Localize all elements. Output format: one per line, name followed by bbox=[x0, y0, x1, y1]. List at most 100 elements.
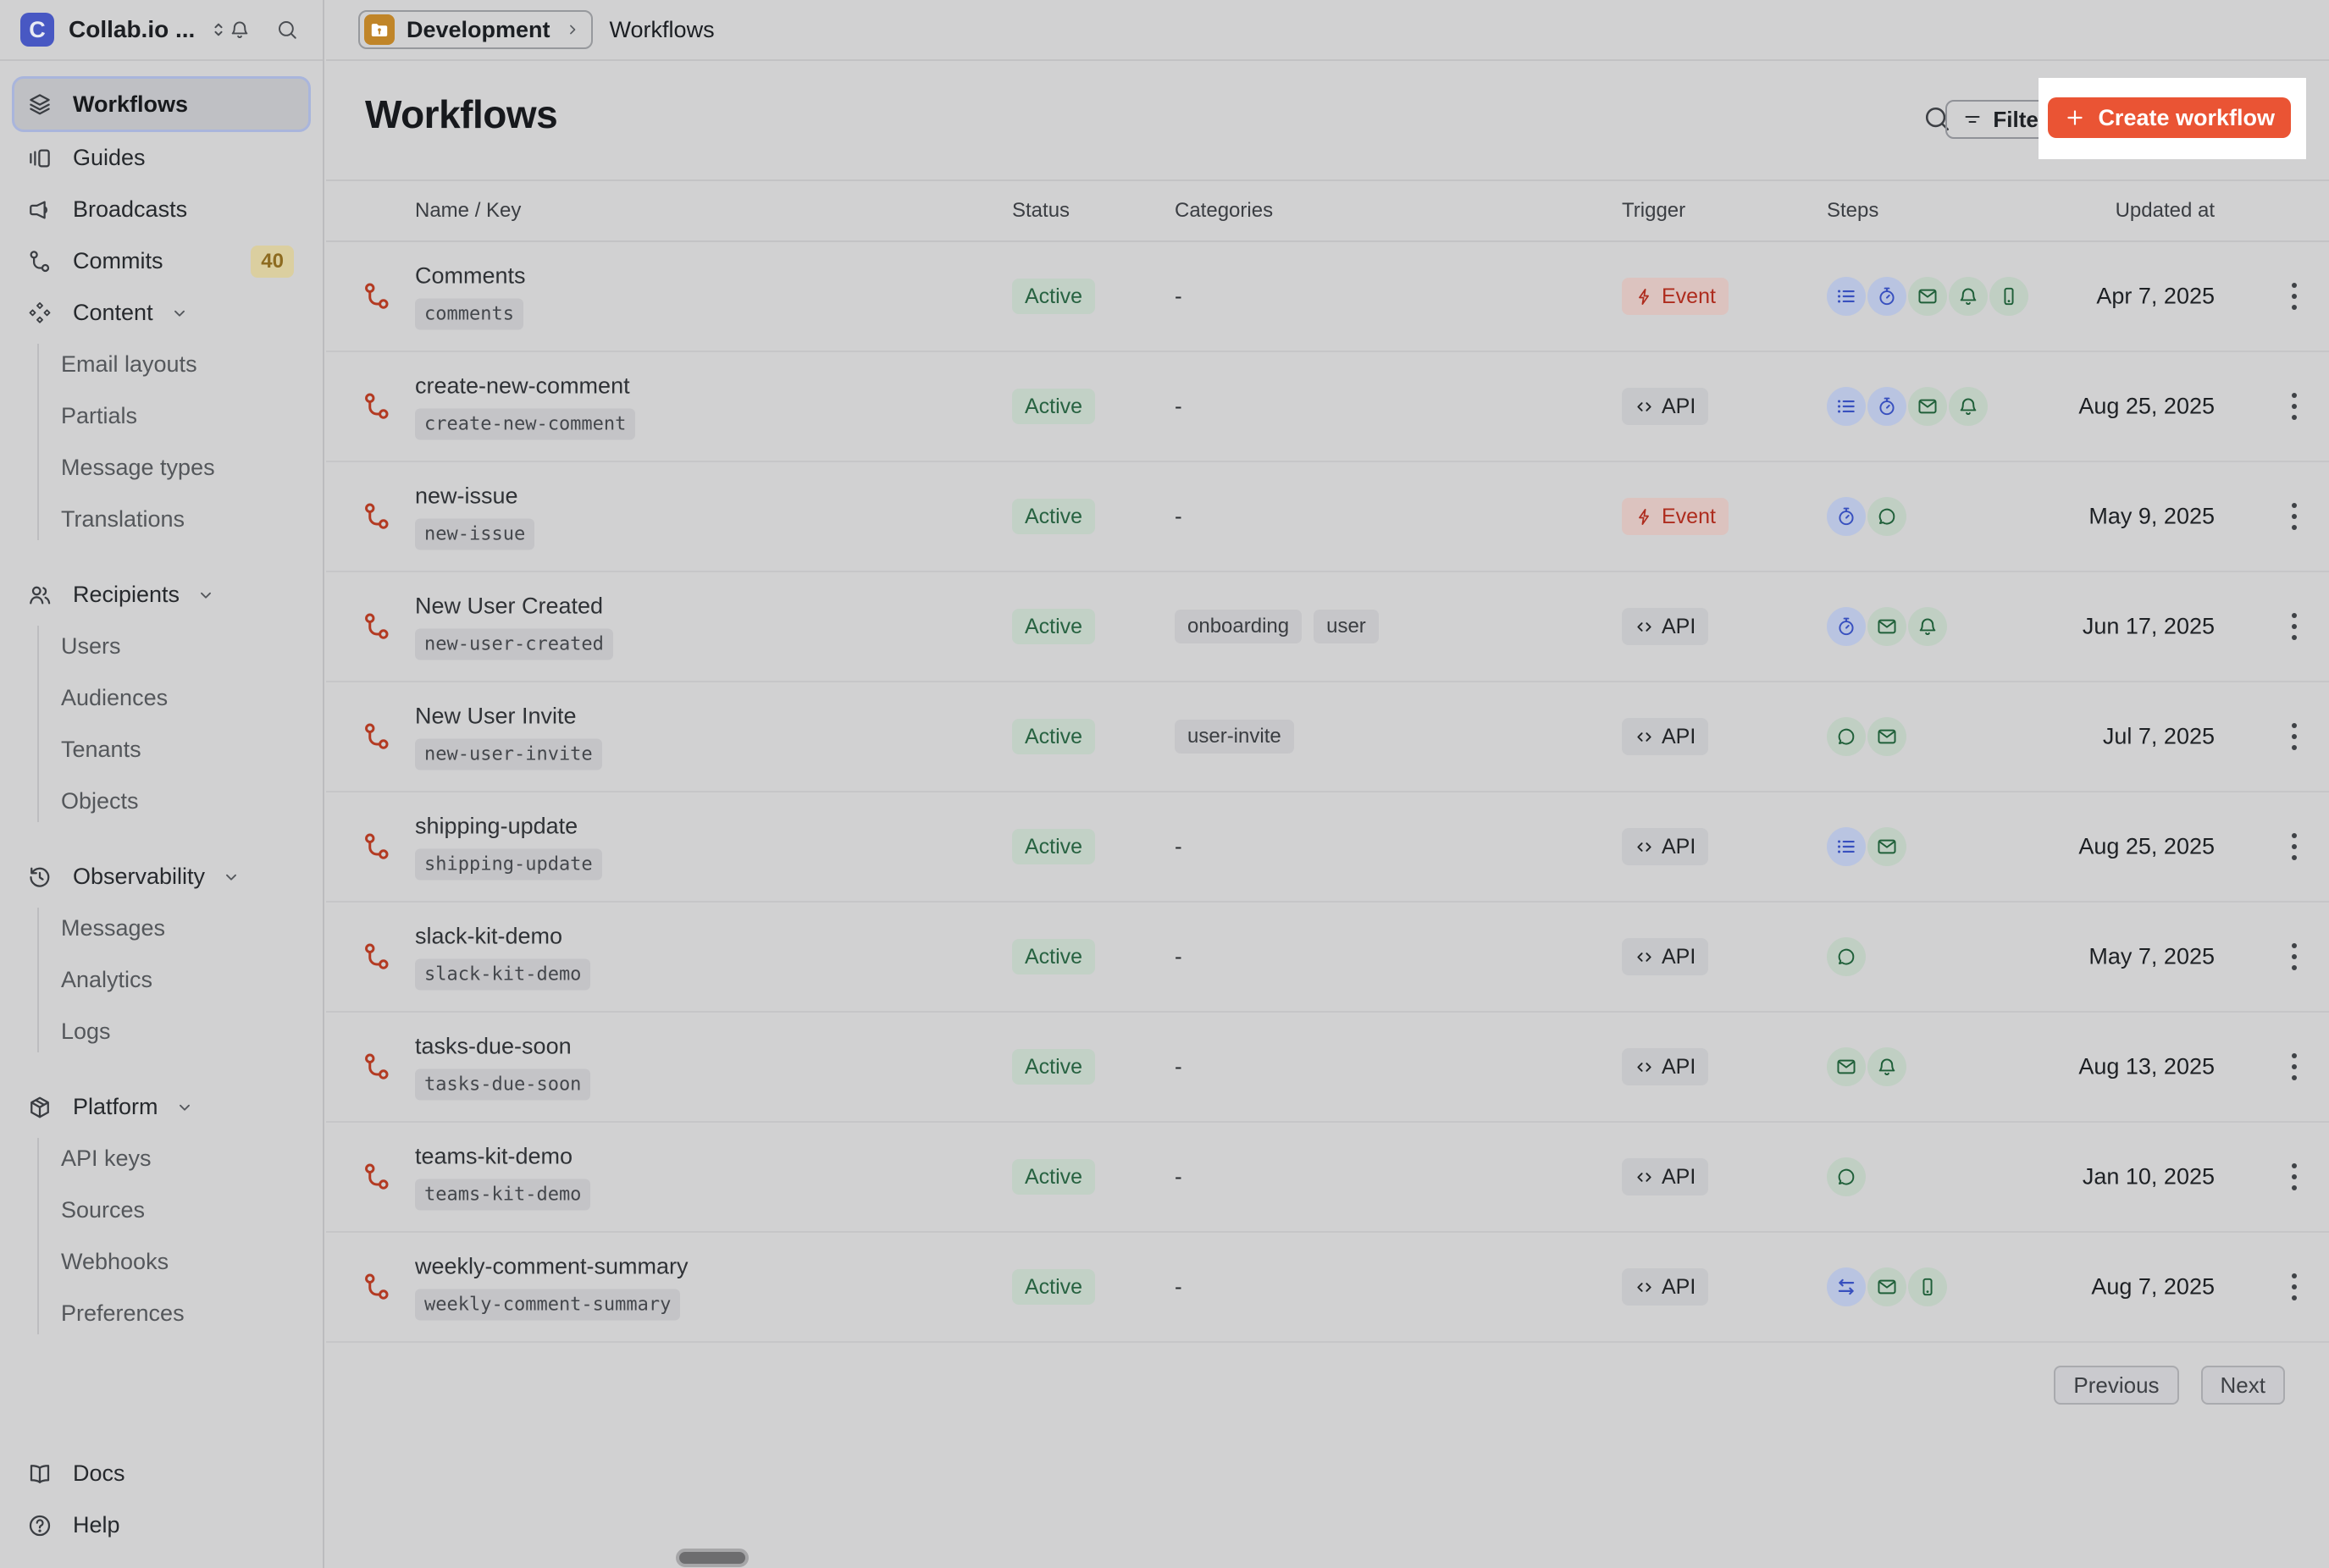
sidebar-subitem-message-types[interactable]: Message types bbox=[61, 455, 215, 480]
sidebar-item-observability[interactable]: Observability bbox=[12, 851, 311, 903]
topbar: Development Workflows bbox=[326, 0, 2329, 61]
workspace-logo-letter: C bbox=[29, 16, 46, 42]
workflow-name[interactable]: tasks-due-soon bbox=[415, 1033, 572, 1059]
sidebar-item-help[interactable]: Help bbox=[12, 1499, 311, 1551]
chevron-down-icon[interactable] bbox=[175, 1098, 194, 1117]
sidebar-subitem-messages[interactable]: Messages bbox=[61, 915, 166, 941]
step-bell-icon bbox=[1867, 1047, 1906, 1086]
chevron-down-icon[interactable] bbox=[170, 304, 189, 323]
chevron-down-icon[interactable] bbox=[196, 586, 215, 605]
workflow-name[interactable]: shipping-update bbox=[415, 813, 578, 839]
sidebar-subitem-preferences[interactable]: Preferences bbox=[61, 1300, 185, 1326]
sidebar-subitem-audiences[interactable]: Audiences bbox=[61, 685, 169, 710]
horizontal-scrollbar[interactable] bbox=[676, 1549, 749, 1567]
chevron-down-icon[interactable] bbox=[222, 868, 241, 886]
workspace-switcher-icon[interactable] bbox=[208, 19, 229, 40]
workflow-name[interactable]: create-new-comment bbox=[415, 373, 630, 399]
sidebar-item-platform[interactable]: Platform bbox=[12, 1081, 311, 1133]
code-icon bbox=[1635, 837, 1654, 857]
sidebar-subitem-users[interactable]: Users bbox=[61, 633, 121, 659]
workspace-name[interactable]: Collab.io ... bbox=[69, 16, 196, 42]
name-key-cell: new-issue new-issue bbox=[415, 483, 535, 550]
status-badge: Active bbox=[1012, 719, 1096, 754]
sidebar-subitem-analytics[interactable]: Analytics bbox=[61, 967, 153, 992]
notifications-bell-icon[interactable] bbox=[229, 19, 251, 41]
next-button[interactable]: Next bbox=[2200, 1366, 2285, 1405]
workflow-name[interactable]: Comments bbox=[415, 262, 526, 289]
step-envelope-icon bbox=[1827, 1047, 1866, 1086]
column-updated-at: Updated at bbox=[2115, 199, 2215, 222]
kebab-menu-icon[interactable] bbox=[2292, 943, 2297, 970]
trigger-badge: API bbox=[1622, 938, 1709, 975]
trigger-label: API bbox=[1662, 724, 1696, 748]
table-row[interactable]: slack-kit-demo slack-kit-demo Active - A… bbox=[326, 903, 2329, 1013]
sidebar-item-workflows[interactable]: Workflows bbox=[12, 76, 311, 132]
sidebar-subitem-sources[interactable]: Sources bbox=[61, 1197, 146, 1223]
step-envelope-icon bbox=[1867, 827, 1906, 866]
status-badge: Active bbox=[1012, 829, 1096, 864]
pagination: Previous Next bbox=[326, 1343, 2329, 1405]
previous-button[interactable]: Previous bbox=[2054, 1366, 2179, 1405]
trigger-cell: Event bbox=[1622, 278, 1729, 315]
updated-at: Aug 25, 2025 bbox=[2078, 393, 2215, 419]
sidebar-subitem-objects[interactable]: Objects bbox=[61, 788, 139, 814]
sidebar-subitem-translations[interactable]: Translations bbox=[61, 506, 185, 532]
table-row[interactable]: weekly-comment-summary weekly-comment-su… bbox=[326, 1233, 2329, 1343]
sidebar-subitem-tenants[interactable]: Tenants bbox=[61, 737, 141, 762]
kebab-menu-icon[interactable] bbox=[2292, 1163, 2297, 1190]
sidebar-subitem-email-layouts[interactable]: Email layouts bbox=[61, 351, 197, 377]
create-workflow-button[interactable]: Create workflow bbox=[2048, 97, 2291, 138]
trigger-cell: API bbox=[1622, 1158, 1709, 1195]
kebab-menu-icon[interactable] bbox=[2292, 283, 2297, 310]
workflow-key: tasks-due-soon bbox=[415, 1068, 591, 1101]
kebab-menu-icon[interactable] bbox=[2292, 833, 2297, 860]
workflow-icon bbox=[362, 1272, 392, 1302]
table-row[interactable]: create-new-comment create-new-comment Ac… bbox=[326, 352, 2329, 462]
table-row[interactable]: Comments comments Active - Event Apr 7, … bbox=[326, 242, 2329, 352]
kebab-menu-icon[interactable] bbox=[2292, 503, 2297, 530]
table-row[interactable]: tasks-due-soon tasks-due-soon Active - A… bbox=[326, 1013, 2329, 1123]
table-row[interactable]: New User Invite new-user-invite Active u… bbox=[326, 682, 2329, 792]
sidebar-search-icon[interactable] bbox=[276, 19, 298, 41]
table-row[interactable]: New User Created new-user-created Active… bbox=[326, 572, 2329, 682]
filter-button[interactable]: Filter bbox=[1945, 100, 2064, 139]
kebab-menu-icon[interactable] bbox=[2292, 613, 2297, 640]
categories-cell: - bbox=[1175, 834, 1182, 860]
workflow-name[interactable]: weekly-comment-summary bbox=[415, 1253, 689, 1279]
sidebar-item-recipients[interactable]: Recipients bbox=[12, 569, 311, 621]
workflow-icon bbox=[362, 281, 392, 312]
workflow-name[interactable]: slack-kit-demo bbox=[415, 923, 563, 949]
page-header: Workflows Filter Create workflow bbox=[326, 61, 2329, 179]
name-key-cell: Comments comments bbox=[415, 263, 526, 330]
sidebar-item-commits[interactable]: Commits 40 bbox=[12, 235, 311, 287]
table-row[interactable]: new-issue new-issue Active - Event May 9… bbox=[326, 462, 2329, 572]
name-key-cell: slack-kit-demo slack-kit-demo bbox=[415, 923, 591, 991]
code-icon bbox=[1635, 617, 1654, 637]
categories-cell: user-invite bbox=[1175, 720, 1294, 754]
kebab-menu-icon[interactable] bbox=[2292, 723, 2297, 750]
workflow-name[interactable]: New User Created bbox=[415, 593, 604, 619]
sidebar-sublist-recipients: Users Audiences Tenants Objects bbox=[12, 621, 311, 827]
sidebar-subitem-logs[interactable]: Logs bbox=[61, 1019, 111, 1044]
sidebar-subitem-api-keys[interactable]: API keys bbox=[61, 1146, 152, 1171]
sidebar-subitem-partials[interactable]: Partials bbox=[61, 403, 138, 428]
sidebar-item-broadcasts[interactable]: Broadcasts bbox=[12, 184, 311, 235]
sidebar-item-content[interactable]: Content bbox=[12, 287, 311, 339]
kebab-menu-icon[interactable] bbox=[2292, 393, 2297, 420]
table-row[interactable]: shipping-update shipping-update Active -… bbox=[326, 792, 2329, 903]
kebab-menu-icon[interactable] bbox=[2292, 1273, 2297, 1300]
sidebar-item-docs[interactable]: Docs bbox=[12, 1448, 311, 1499]
step-list-icon bbox=[1827, 277, 1866, 316]
environment-selector[interactable]: Development bbox=[358, 10, 593, 49]
table-row[interactable]: teams-kit-demo teams-kit-demo Active - A… bbox=[326, 1123, 2329, 1233]
workflow-icon bbox=[362, 391, 392, 422]
status-badge: Active bbox=[1012, 1269, 1096, 1305]
workflow-name[interactable]: new-issue bbox=[415, 483, 518, 509]
workflow-key: teams-kit-demo bbox=[415, 1179, 591, 1211]
sidebar-subitem-webhooks[interactable]: Webhooks bbox=[61, 1249, 169, 1274]
sidebar-item-guides[interactable]: Guides bbox=[12, 132, 311, 184]
workflow-name[interactable]: New User Invite bbox=[415, 703, 577, 729]
kebab-menu-icon[interactable] bbox=[2292, 1053, 2297, 1080]
workflow-name[interactable]: teams-kit-demo bbox=[415, 1143, 573, 1169]
trigger-badge: API bbox=[1622, 1048, 1709, 1085]
